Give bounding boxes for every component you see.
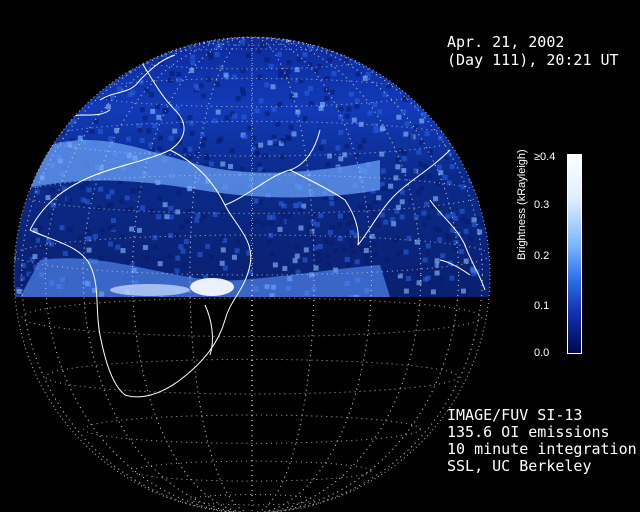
emission-label: 135.6 OI emissions <box>447 423 610 441</box>
brightness-colorbar <box>567 154 582 354</box>
colorbar-tick: ≥0.4 <box>534 151 556 163</box>
integration-label: 10 minute integration <box>447 440 637 458</box>
colorbar-tick: 0.3 <box>534 199 550 211</box>
colorbar-tick: 0.1 <box>534 300 550 312</box>
colorbar-tick: 0.0 <box>534 347 550 359</box>
credit-label: SSL, UC Berkeley <box>447 457 592 475</box>
colorbar-label: Brightness (kRayleigh) <box>516 149 528 260</box>
date-label: Apr. 21, 2002 <box>447 33 565 51</box>
colorbar-tick: 0.2 <box>534 250 550 262</box>
coastlines <box>29 54 486 398</box>
instrument-label: IMAGE/FUV SI-13 <box>447 406 583 424</box>
day-time-label: (Day 111), 20:21 UT <box>447 51 619 69</box>
